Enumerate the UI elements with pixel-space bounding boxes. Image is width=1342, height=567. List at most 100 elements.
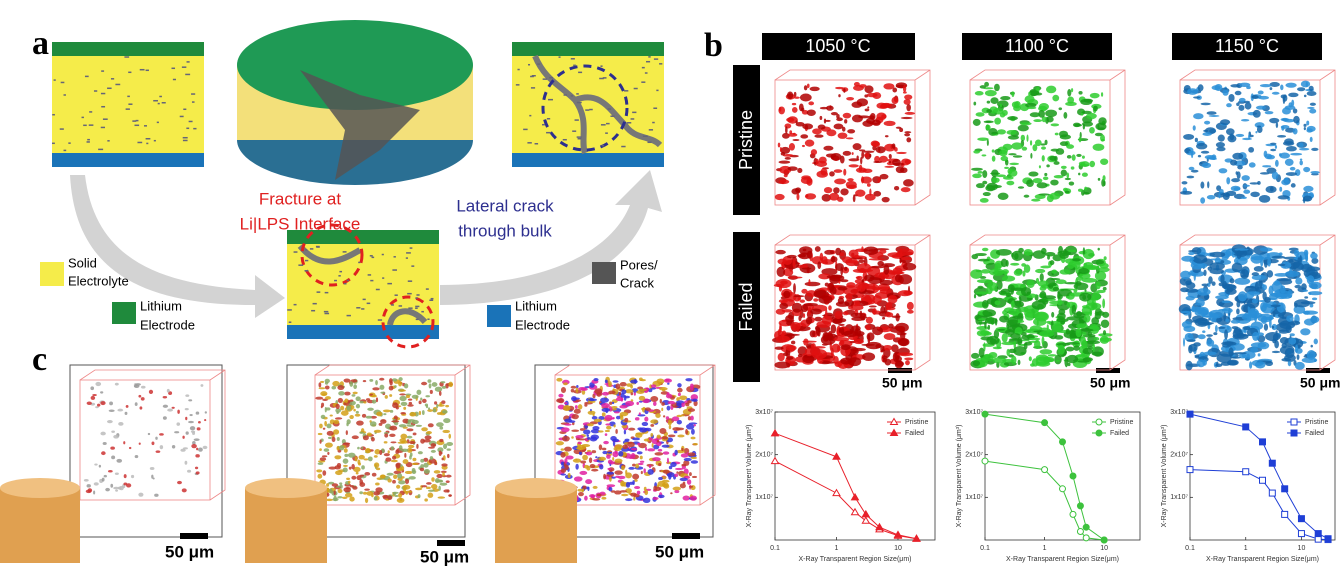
texture [400,434,407,439]
texture [155,437,157,440]
texture [92,394,97,396]
legend-swatch [487,305,511,327]
texture [997,100,1009,107]
texture [676,415,682,417]
texture [837,345,840,351]
texture [1050,260,1055,265]
texture [1269,118,1279,123]
texture [982,248,989,252]
texture [416,390,421,395]
texture [987,101,991,104]
pore [411,265,414,267]
texture [584,403,587,406]
texture [367,408,374,411]
texture [1055,360,1059,362]
texture [564,423,571,425]
texture [590,464,596,468]
texture [610,436,616,441]
texture [392,456,396,460]
texture [361,447,363,450]
marker [1243,424,1249,430]
texture [325,442,333,447]
cylinder-body [245,488,327,563]
pore [128,103,132,105]
pore [543,78,547,80]
texture [1295,362,1305,370]
texture [985,354,988,358]
texture [346,487,351,489]
texture [1098,248,1100,251]
texture [872,295,881,304]
texture [634,379,637,384]
texture [396,485,400,489]
texture [370,421,377,426]
x-tick-label: 10 [894,545,902,552]
texture [836,117,843,121]
texture [1059,269,1070,274]
pore [642,67,645,69]
texture [1083,124,1085,130]
texture [395,450,399,454]
texture [995,300,1001,305]
pore [392,269,397,271]
texture [843,311,849,315]
texture [811,149,817,155]
texture [1010,333,1021,339]
legend-marker [1291,430,1297,436]
texture [822,256,828,264]
pore [408,280,412,282]
pore [134,125,139,127]
texture [666,416,669,419]
marker [1315,531,1321,537]
texture [1180,191,1192,195]
pore [339,271,342,273]
texture [602,408,611,412]
texture [1022,147,1027,151]
texture [792,107,798,113]
texture [349,415,354,419]
texture [1280,285,1285,293]
texture [366,416,373,419]
texture [970,269,982,279]
cylinder [237,20,473,185]
texture [1032,144,1037,151]
texture [163,416,167,420]
texture [1065,342,1079,345]
texture [369,379,373,382]
texture [1018,248,1024,253]
texture [615,383,620,389]
texture [1094,337,1099,341]
texture [843,113,851,119]
texture [360,475,365,477]
texture [1254,266,1264,272]
texture [363,401,366,403]
texture [412,463,419,465]
texture [658,449,663,452]
texture [864,153,869,158]
texture [637,443,640,446]
texture [358,462,361,465]
texture [408,419,416,422]
pore [313,303,317,305]
texture [399,393,406,395]
texture [582,455,588,461]
texture [598,430,604,432]
texture [182,488,187,492]
texture [778,353,785,361]
texture [1039,331,1054,337]
texture [1257,281,1266,283]
texture [624,430,626,434]
texture [327,431,334,436]
texture [900,247,902,256]
texture [805,194,808,197]
pore [548,99,553,101]
texture [1059,253,1068,259]
texture [1207,111,1217,115]
texture [205,411,207,413]
texture [1272,92,1280,95]
texture [1256,106,1266,110]
texture [384,433,388,437]
scale-bar-label: 50 μm [1090,375,1130,391]
texture [1101,92,1103,96]
texture [1040,286,1047,290]
